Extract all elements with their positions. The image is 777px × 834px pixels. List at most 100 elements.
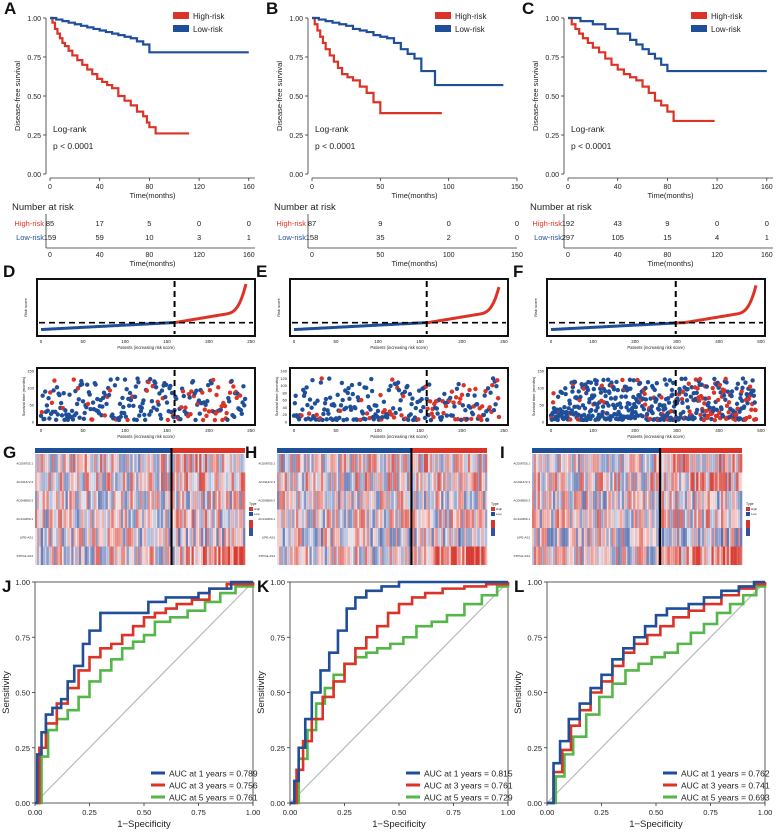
heatmap-cell (149, 472, 152, 491)
heatmap-cell (315, 509, 318, 528)
alive-point (410, 396, 415, 401)
heatmap-cell (38, 491, 42, 510)
risk-row-label: High-risk (14, 219, 44, 228)
dead-point (378, 392, 383, 398)
alive-point (337, 415, 342, 421)
alive-point (606, 403, 611, 408)
heatmap-cell (50, 454, 53, 473)
heatmap-cell (703, 546, 707, 565)
heatmap-cell (481, 472, 484, 491)
heatmap-cell (532, 546, 535, 565)
y-tick-label: 1.00 (527, 578, 542, 587)
heatmap-cell (357, 454, 360, 473)
heatmap-cell (619, 472, 623, 491)
high-risk-curve (568, 16, 715, 123)
heatmap-cell (284, 546, 287, 565)
risk-count: 1 (765, 233, 769, 242)
heatmap-cell (103, 546, 106, 565)
heatmap-cell (153, 472, 156, 491)
heatmap-cell (595, 454, 598, 473)
alive-point (99, 412, 104, 418)
heatmap-cell (640, 491, 644, 510)
auc-1-year-curve (547, 580, 765, 805)
heatmap-cell (347, 528, 350, 547)
type-bar-high (171, 448, 245, 453)
alive-point (416, 388, 422, 393)
heatmap-cell (553, 528, 556, 547)
heatmap-cell (616, 491, 619, 510)
heatmap-cell (80, 546, 84, 565)
y-tick-label: 0.75 (527, 633, 542, 642)
alive-point (169, 409, 174, 415)
heatmap-cell (669, 454, 672, 473)
heatmap-cell (393, 528, 396, 547)
heatmap-cell (203, 546, 206, 565)
y-tick-label: 120 (280, 376, 287, 381)
heatmap-cell (227, 491, 231, 510)
heatmap-cell (182, 472, 185, 491)
heatmap-cell (439, 546, 442, 565)
heatmap-cell (633, 528, 636, 547)
heatmap-cell (166, 454, 169, 473)
heatmap-cell (61, 546, 64, 565)
heatmap-cell (656, 454, 659, 473)
alive-point (725, 389, 731, 394)
heatmap-cell (233, 528, 236, 547)
heatmap-cell (721, 491, 724, 510)
heatmap-cell (347, 509, 350, 528)
heatmap-cell (661, 491, 665, 510)
heatmap-cell (619, 546, 623, 565)
heatmap-cell (383, 454, 387, 473)
heatmap-cell (317, 491, 320, 510)
heatmap-cell (99, 472, 103, 491)
heatmap-cell (322, 454, 326, 473)
heatmap-cell (288, 491, 291, 510)
heatmap-cell (338, 546, 341, 565)
heatmap-cell (435, 472, 438, 491)
heatmap-cell (663, 491, 666, 510)
heatmap-cell (395, 472, 398, 491)
y-tick-label: 1.00 (545, 16, 559, 23)
heatmap-cell (570, 491, 573, 510)
heatmap-cell (575, 528, 579, 547)
heatmap-cell (558, 546, 561, 565)
heatmap-cell (65, 491, 68, 510)
heatmap-cell (180, 454, 183, 473)
heatmap-cell (443, 509, 446, 528)
heatmap-cell (294, 546, 297, 565)
auc-5-year-curve (290, 582, 510, 805)
gene-label: AC011472.4 (17, 480, 34, 484)
heatmap-cell (362, 454, 366, 473)
heatmap-cell (452, 454, 455, 473)
heatmap-cell (387, 528, 390, 547)
heatmap-cell (701, 528, 705, 547)
heatmap-cell (575, 509, 579, 528)
heatmap-cell (621, 546, 624, 565)
heatmap-cell (696, 528, 699, 547)
dead-point (214, 392, 219, 398)
dead-point (150, 383, 155, 389)
heatmap-cell (182, 528, 185, 547)
heatmap-cell (382, 472, 385, 491)
heatmap-cell (598, 509, 602, 528)
heatmap-cell (621, 491, 624, 510)
heatmap-cell (143, 528, 147, 547)
alive-point (168, 383, 173, 389)
heatmap-cell (679, 454, 682, 473)
heatmap-cell (427, 509, 431, 528)
heatmap-cell (168, 454, 171, 473)
heatmap-cell (157, 472, 160, 491)
heatmap-cell (107, 472, 110, 491)
heatmap-cell (288, 454, 291, 473)
heatmap-cell (63, 509, 66, 528)
heatmap-cell (450, 454, 453, 473)
heatmap-cell (387, 491, 390, 510)
dead-point (431, 414, 436, 420)
heatmap-cell (326, 472, 329, 491)
heatmap-cell (669, 472, 672, 491)
heatmap-cell (717, 472, 720, 491)
heatmap-cell (372, 472, 375, 491)
panel-letter: G (3, 443, 16, 462)
gene-label: AC008755.1 (258, 461, 275, 465)
